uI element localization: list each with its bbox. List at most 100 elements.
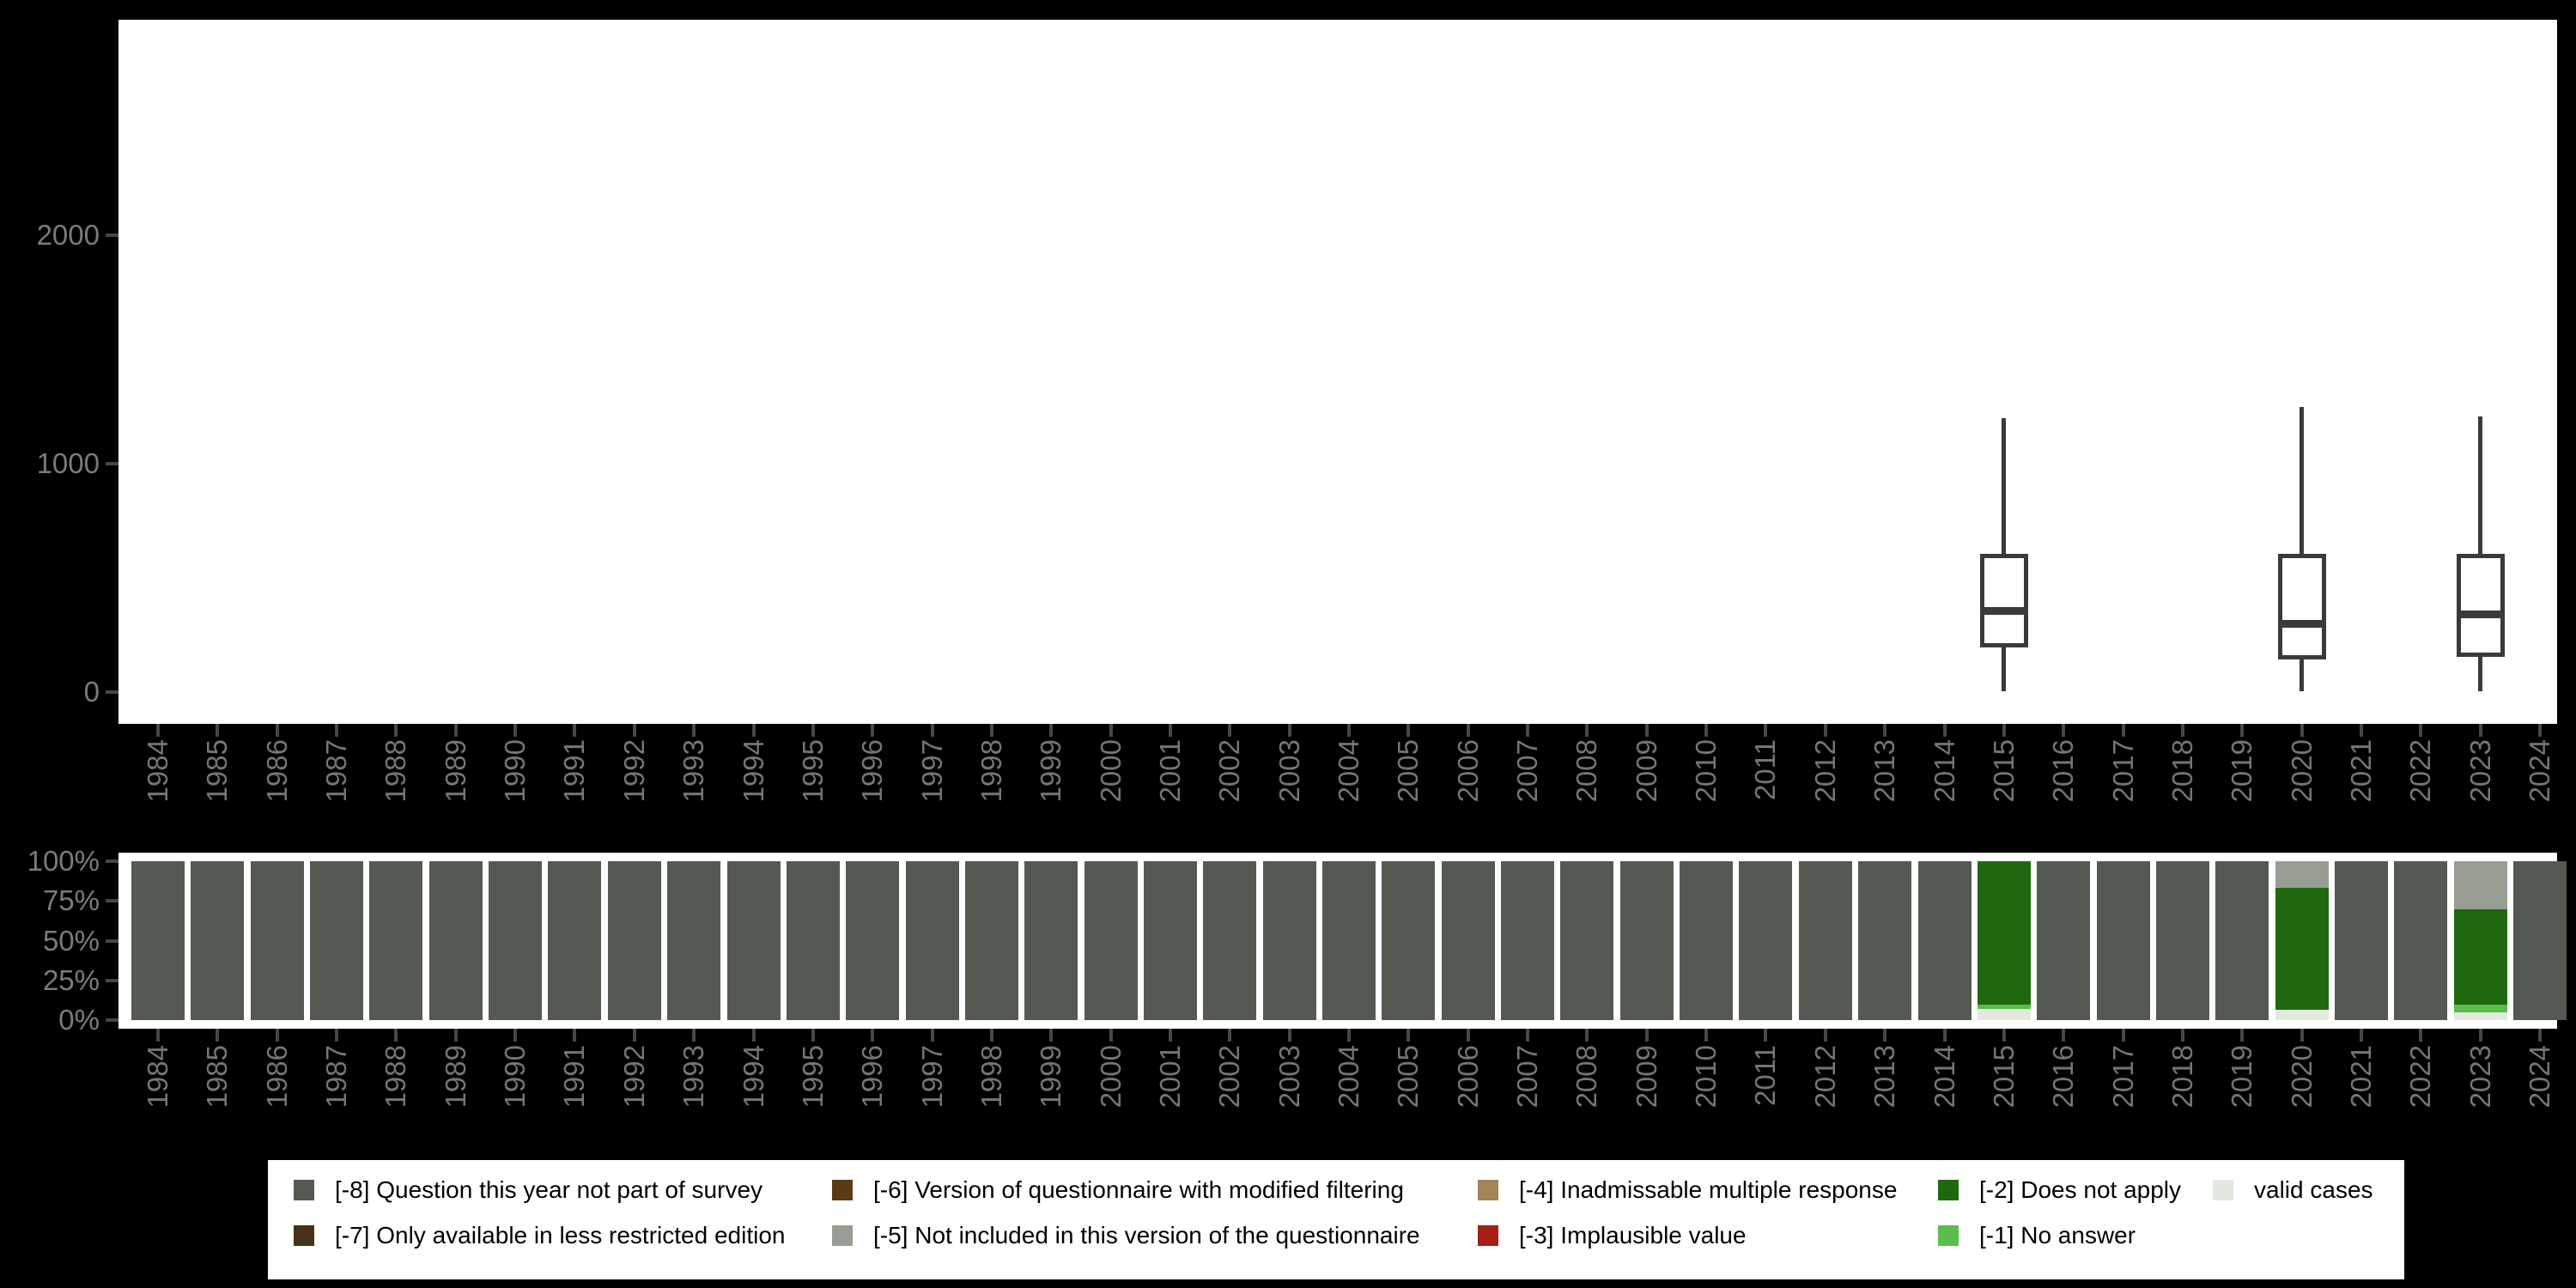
y-axis-tick — [106, 860, 118, 863]
x-axis-year-label: 2020 — [2285, 739, 2318, 803]
legend-label-less_restricted: [-7] Only available in less restricted e… — [335, 1222, 786, 1249]
x-axis-tick — [2002, 1029, 2006, 1042]
x-axis-year-label: 2003 — [1273, 739, 1305, 803]
bar-2010 — [1680, 861, 1734, 1020]
y-axis-tick — [106, 1018, 118, 1022]
x-axis-tick — [156, 724, 160, 737]
bar-1988 — [369, 861, 423, 1020]
bar-2013 — [1858, 861, 1912, 1020]
legend-label-inadmissable: [-4] Inadmissable multiple response — [1519, 1176, 1898, 1203]
bar-segment-q_not_part — [846, 861, 900, 1020]
x-axis-tick — [632, 724, 636, 737]
x-axis-tick — [1883, 724, 1887, 737]
iqr-box — [2456, 554, 2505, 658]
x-axis-year-label: 1985 — [201, 1045, 234, 1109]
bar-segment-q_not_part — [1262, 861, 1316, 1020]
bar-2022 — [2394, 861, 2448, 1020]
x-axis-tick — [573, 1029, 577, 1042]
y-axis-tick — [106, 234, 118, 237]
x-axis-tick — [692, 724, 696, 737]
x-axis-tick — [573, 724, 577, 737]
x-axis-year-label: 2018 — [2166, 1045, 2198, 1109]
bar-2007 — [1501, 861, 1555, 1020]
x-axis-tick — [335, 724, 339, 737]
y-axis-tick — [106, 462, 118, 465]
x-axis-tick — [1109, 724, 1113, 737]
x-axis-tick — [2002, 724, 2006, 737]
bar-segment-q_not_part — [2096, 861, 2150, 1020]
boxplot-2020 — [2277, 406, 2326, 691]
x-axis-tick — [2121, 1029, 2125, 1042]
x-axis-tick — [1585, 724, 1589, 737]
x-axis-year-label: 1988 — [380, 1045, 412, 1109]
bar-segment-q_not_part — [1619, 861, 1674, 1020]
x-axis-tick — [989, 724, 993, 737]
y-axis-tick — [106, 978, 118, 982]
x-axis-year-label: 1992 — [617, 739, 650, 803]
x-axis-year-label: 1991 — [558, 739, 591, 803]
y-axis-percent-label: 25% — [42, 963, 100, 996]
legend-label-modified_filtering: [-6] Version of questionnaire with modif… — [873, 1176, 1404, 1203]
x-axis-tick — [1347, 1029, 1351, 1042]
x-axis-tick — [1942, 724, 1947, 737]
x-axis-tick — [513, 724, 518, 737]
x-axis-year-label: 2000 — [1094, 739, 1127, 803]
x-axis-year-label: 2010 — [1690, 739, 1722, 803]
x-axis-tick — [1049, 1029, 1054, 1042]
y-axis-label: 1000 — [36, 447, 100, 479]
x-axis-tick — [811, 724, 815, 737]
x-axis-tick — [692, 1029, 696, 1042]
bar-segment-q_not_part — [1858, 861, 1912, 1020]
x-axis-year-label: 2017 — [2106, 739, 2139, 803]
x-axis-tick — [275, 1029, 279, 1042]
bar-2023 — [2453, 861, 2507, 1020]
x-axis-year-label: 1997 — [915, 739, 948, 803]
bar-1996 — [846, 861, 900, 1020]
x-axis-tick — [1168, 1029, 1172, 1042]
x-axis-year-label: 1996 — [856, 739, 889, 803]
x-axis-year-label: 1999 — [1035, 739, 1067, 803]
bar-2020 — [2275, 861, 2329, 1020]
x-axis-tick — [2300, 724, 2304, 737]
x-axis-year-label: 1984 — [142, 739, 173, 803]
bar-2024 — [2513, 861, 2567, 1020]
x-axis-tick — [2359, 724, 2363, 737]
x-axis-tick — [2538, 1029, 2542, 1042]
x-axis-year-label: 2022 — [2404, 739, 2437, 803]
x-axis-year-label: 2004 — [1333, 739, 1364, 803]
x-axis-tick — [989, 1029, 993, 1042]
x-axis-year-label: 2001 — [1153, 1045, 1186, 1109]
x-axis-year-label: 2020 — [2285, 1045, 2318, 1109]
x-axis-year-label: 2001 — [1153, 739, 1186, 803]
x-axis-year-label: 2007 — [1511, 739, 1544, 803]
bar-segment-q_not_part — [2155, 861, 2209, 1020]
x-axis-year-label: 1998 — [975, 1045, 1007, 1109]
x-axis-tick — [216, 1029, 220, 1042]
bar-1998 — [964, 861, 1018, 1020]
x-axis-tick — [216, 724, 220, 737]
bar-segment-q_not_part — [1560, 861, 1614, 1020]
bar-segment-q_not_part — [369, 861, 423, 1020]
bar-segment-q_not_part — [131, 861, 185, 1020]
y-axis-tick — [106, 690, 118, 694]
bar-segment-q_not_part — [1322, 861, 1376, 1020]
legend-label-not_included: [-5] Not included in this version of the… — [873, 1222, 1420, 1249]
x-axis-year-label: 2014 — [1928, 1045, 1960, 1109]
x-axis-tick — [930, 724, 934, 737]
bar-segment-q_not_part — [667, 861, 721, 1020]
bar-2002 — [1203, 861, 1257, 1020]
x-axis-tick — [1585, 1029, 1589, 1042]
legend: [-8] Question this year not part of surv… — [268, 1160, 2404, 1279]
x-axis-tick — [1704, 724, 1709, 737]
x-axis-tick — [1049, 724, 1054, 737]
iqr-box — [2277, 554, 2326, 659]
y-axis-percent-label: 50% — [42, 924, 100, 957]
x-axis-year-label: 2013 — [1868, 1045, 1901, 1109]
lower-whisker — [2478, 657, 2483, 691]
x-axis-tick — [1942, 1029, 1947, 1042]
bar-2000 — [1084, 861, 1138, 1020]
bar-1992 — [607, 861, 661, 1020]
x-axis-year-label: 1985 — [201, 739, 234, 803]
x-axis-year-label: 1987 — [320, 739, 353, 803]
